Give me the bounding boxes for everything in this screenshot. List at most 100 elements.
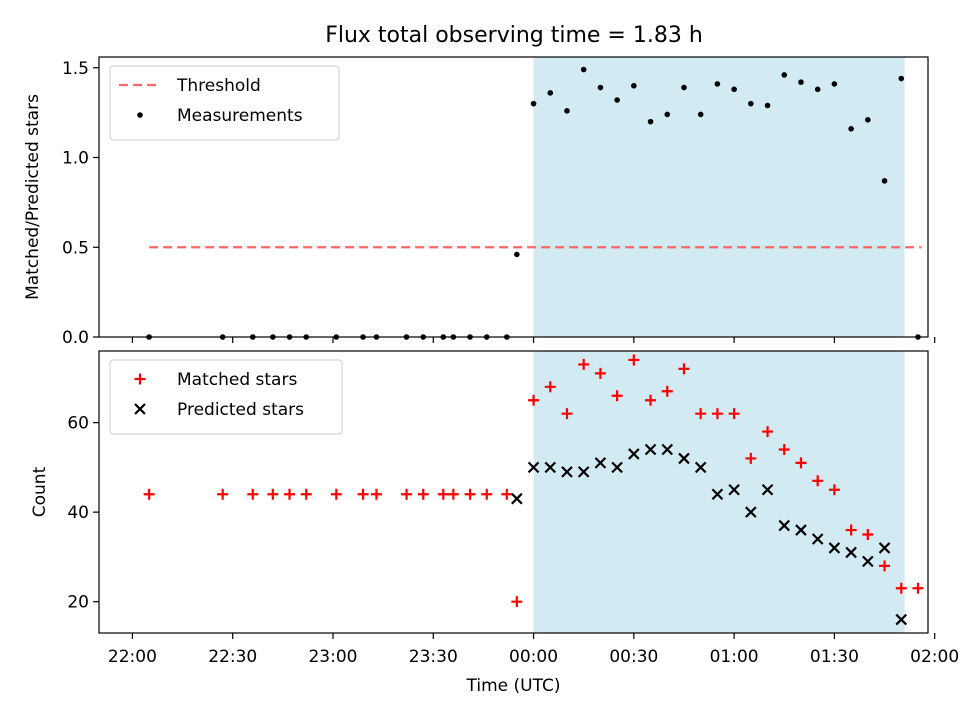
matched-star-point <box>778 443 790 455</box>
legend-box <box>109 65 340 141</box>
measurement-point <box>564 108 570 114</box>
predicted-star-point <box>828 542 841 554</box>
predicted-star-point <box>661 443 674 456</box>
measurement-point <box>647 118 654 125</box>
predicted-star-point <box>761 483 774 496</box>
predicted-star-point <box>134 403 146 415</box>
x-tick-label: 23:30 <box>409 647 458 667</box>
predicted-star-point <box>678 452 690 465</box>
predicted-star-point <box>778 519 791 532</box>
matched-star-point <box>401 488 413 500</box>
legend-label: Matched stars <box>177 370 297 390</box>
measurement-point <box>814 86 821 93</box>
predicted-star-point <box>611 461 623 474</box>
matched-star-point <box>528 394 540 406</box>
matched-star-point <box>912 582 924 594</box>
predicted-star-point <box>577 466 590 478</box>
predicted-star-point <box>895 613 908 626</box>
matched-star-point <box>437 488 449 500</box>
x-tick-label: 00:00 <box>509 647 558 667</box>
matched-star-point <box>134 373 146 385</box>
predicted-star-point <box>795 524 807 536</box>
measurement-point <box>614 97 620 103</box>
matched-star-point <box>370 488 382 500</box>
measurement-point <box>714 81 721 87</box>
x-tick-label: 01:30 <box>810 647 859 667</box>
predicted-star-point <box>644 443 657 456</box>
measurement-point <box>580 66 587 73</box>
measurement-point <box>781 72 788 78</box>
figure-title: Flux total observing time = 1.83 h <box>325 23 703 48</box>
legend-label: Predicted stars <box>177 400 304 420</box>
matched-star-point <box>762 426 774 438</box>
matched-star-point <box>357 488 369 500</box>
predicted-star-point <box>544 461 557 474</box>
measurement-point <box>865 117 871 123</box>
measurement-point <box>831 81 838 87</box>
predicted-star-point <box>862 555 874 568</box>
matched-star-point <box>594 367 606 379</box>
predicted-star-point <box>594 457 607 469</box>
matched-star-point <box>447 488 459 500</box>
predicted-star-point <box>878 542 891 554</box>
predicted-star-point <box>811 533 824 545</box>
matched-star-point <box>661 385 673 397</box>
measurement-point <box>798 79 804 85</box>
matched-star-point <box>511 596 523 608</box>
predicted-star-point <box>711 488 724 501</box>
y-tick-label: 1.0 <box>62 149 89 169</box>
measurement-point <box>547 90 554 96</box>
matched-star-point <box>879 560 891 572</box>
predicted-star-point <box>511 492 523 505</box>
x-axis-label: Time (UTC) <box>466 676 561 696</box>
measurement-point <box>697 111 704 118</box>
matched-star-point <box>578 358 590 370</box>
legend: Matched stars Predicted stars <box>109 359 343 435</box>
measurement-point <box>530 100 537 107</box>
measurement-point <box>748 100 754 107</box>
predicted-star-point <box>561 466 573 478</box>
matched-star-point <box>464 488 476 500</box>
y-tick-label: 0.5 <box>62 238 89 258</box>
measurement-point <box>137 112 143 118</box>
measurement-point <box>848 125 854 132</box>
legend-label: Threshold <box>176 76 261 96</box>
matched-star-point <box>267 488 279 500</box>
axes-frame <box>98 56 929 338</box>
matched-star-point <box>745 452 757 464</box>
matched-star-point <box>330 488 342 500</box>
y-tick-label: 40 <box>67 503 89 523</box>
matched-star-point <box>300 488 312 500</box>
measurement-point <box>664 111 671 118</box>
matched-star-point <box>862 529 874 541</box>
x-tick-label: 02:00 <box>910 647 959 667</box>
y-axis-label: Matched/Predicted stars <box>23 94 43 300</box>
matched-star-point <box>501 488 513 500</box>
y-tick-label: 0.0 <box>62 328 89 348</box>
measurement-point <box>597 84 604 91</box>
matched-star-point <box>711 408 723 420</box>
matched-star-point <box>481 488 493 500</box>
matched-star-point <box>678 363 690 375</box>
predicted-star-point <box>728 483 740 496</box>
predicted-star-point <box>694 461 707 474</box>
x-tick-label: 23:00 <box>308 647 357 667</box>
predicted-star-point <box>845 546 857 559</box>
y-tick-label: 20 <box>67 593 89 613</box>
y-tick-label: 1.5 <box>62 59 89 79</box>
matched-star-point <box>645 394 657 406</box>
measurement-point <box>764 102 771 109</box>
predicted-star-point <box>628 448 640 460</box>
ratio-panel: 0.0 0.5 1.0 1.5 Matched/Predicted stars Thres… <box>23 56 936 348</box>
count-panel: 20 40 60 Count 22:00 22:30 23:00 23:30 00:00 00:3… <box>30 350 959 696</box>
matched-star-point <box>417 488 429 500</box>
observing-window-shade <box>533 57 905 337</box>
x-tick-label: 01:00 <box>710 647 759 667</box>
matched-star-point <box>795 457 807 469</box>
matched-star-point <box>561 408 573 420</box>
matched-star-point <box>812 475 824 487</box>
x-tick-label: 00:30 <box>609 647 658 667</box>
matched-star-point <box>845 524 857 536</box>
measurement-point <box>681 84 687 91</box>
